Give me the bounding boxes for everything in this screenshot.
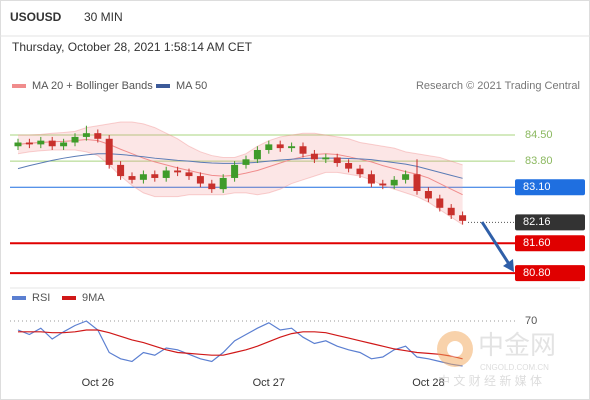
level-label: 80.80 bbox=[523, 267, 551, 279]
candle-body bbox=[379, 183, 387, 186]
candle-body bbox=[231, 164, 239, 178]
ma50-line bbox=[17, 153, 463, 179]
level-label: 83.10 bbox=[523, 181, 551, 193]
level-box bbox=[515, 179, 585, 196]
candle-body bbox=[48, 140, 56, 147]
candle-body bbox=[139, 174, 147, 180]
x-tick-label: Oct 27 bbox=[253, 377, 285, 389]
candle-body bbox=[367, 174, 375, 184]
candle-body bbox=[356, 168, 364, 175]
rsi-legend: 9MA bbox=[82, 292, 105, 304]
candle-body bbox=[71, 136, 79, 143]
interval: 30 MIN bbox=[84, 10, 123, 24]
candle-body bbox=[333, 157, 341, 164]
legend-ma50: MA 50 bbox=[176, 80, 207, 92]
x-tick-label: Oct 28 bbox=[412, 377, 444, 389]
candle-body bbox=[310, 153, 318, 160]
rsi-legend: RSI bbox=[32, 292, 50, 304]
candle-body bbox=[60, 142, 68, 147]
legend-swatch bbox=[62, 296, 76, 300]
x-tick-label: Oct 26 bbox=[82, 377, 114, 389]
candle-body bbox=[436, 198, 444, 208]
level-box bbox=[515, 214, 585, 231]
candle-body bbox=[25, 142, 33, 145]
candle-body bbox=[447, 207, 455, 216]
ma20-line bbox=[17, 139, 463, 196]
rsi-tick-label: 70 bbox=[525, 315, 537, 327]
legend-swatch bbox=[12, 84, 26, 88]
candle-body bbox=[151, 174, 159, 178]
level-box bbox=[515, 265, 585, 282]
candle-body bbox=[424, 191, 432, 199]
candle-body bbox=[253, 149, 261, 160]
rsi-line bbox=[18, 329, 463, 360]
candle-body bbox=[413, 174, 421, 192]
watermark-site: CNGOLD.COM.CN bbox=[480, 363, 549, 372]
watermark-logo bbox=[447, 341, 463, 357]
candle-body bbox=[322, 157, 330, 160]
candle-body bbox=[196, 176, 204, 184]
datetime: Thursday, October 28, 2021 1:58:14 AM CE… bbox=[12, 40, 253, 54]
candle-body bbox=[162, 170, 170, 178]
bollinger-lower bbox=[17, 149, 463, 225]
level-label: 81.60 bbox=[523, 237, 551, 249]
watermark-name: 中金网 bbox=[478, 330, 556, 360]
candle-body bbox=[242, 159, 250, 165]
candle-body bbox=[37, 140, 45, 145]
candle-body bbox=[105, 138, 113, 165]
legend-swatch bbox=[12, 296, 26, 300]
candle-body bbox=[208, 183, 216, 190]
level-label: 82.16 bbox=[523, 216, 551, 228]
candle-body bbox=[219, 177, 227, 190]
watermark: 中金网 CNGOLD.COM.CN 中 文 财 经 新 媒 体 bbox=[437, 330, 556, 388]
candle-body bbox=[82, 133, 90, 137]
candle-body bbox=[299, 146, 307, 154]
watermark-tagline: 中 文 财 经 新 媒 体 bbox=[438, 373, 542, 388]
rsi-line bbox=[17, 320, 463, 367]
candle-body bbox=[128, 176, 136, 180]
credit: Research © 2021 Trading Central bbox=[416, 80, 580, 92]
candle-body bbox=[459, 215, 467, 221]
candle-body bbox=[345, 163, 353, 169]
candle-body bbox=[185, 172, 193, 177]
level-label: 83.80 bbox=[525, 155, 553, 167]
candle-body bbox=[174, 170, 182, 173]
level-label: 84.50 bbox=[525, 129, 553, 141]
candle-body bbox=[14, 142, 22, 147]
symbol: USOUSD bbox=[10, 10, 62, 24]
bollinger-upper bbox=[18, 121, 463, 166]
candle-body bbox=[94, 133, 102, 139]
legend-swatch bbox=[156, 84, 170, 88]
candle-body bbox=[288, 146, 296, 149]
level-box bbox=[515, 235, 585, 252]
candle-body bbox=[117, 164, 125, 177]
candle-body bbox=[265, 144, 273, 150]
bollinger-band bbox=[18, 122, 463, 225]
forecast-arrowhead bbox=[503, 259, 514, 272]
candle-body bbox=[390, 179, 398, 186]
candle-body bbox=[276, 144, 284, 149]
candle-body bbox=[402, 174, 410, 180]
forecast-arrow bbox=[480, 221, 511, 265]
legend-ma20: MA 20 + Bollinger Bands bbox=[32, 80, 153, 92]
